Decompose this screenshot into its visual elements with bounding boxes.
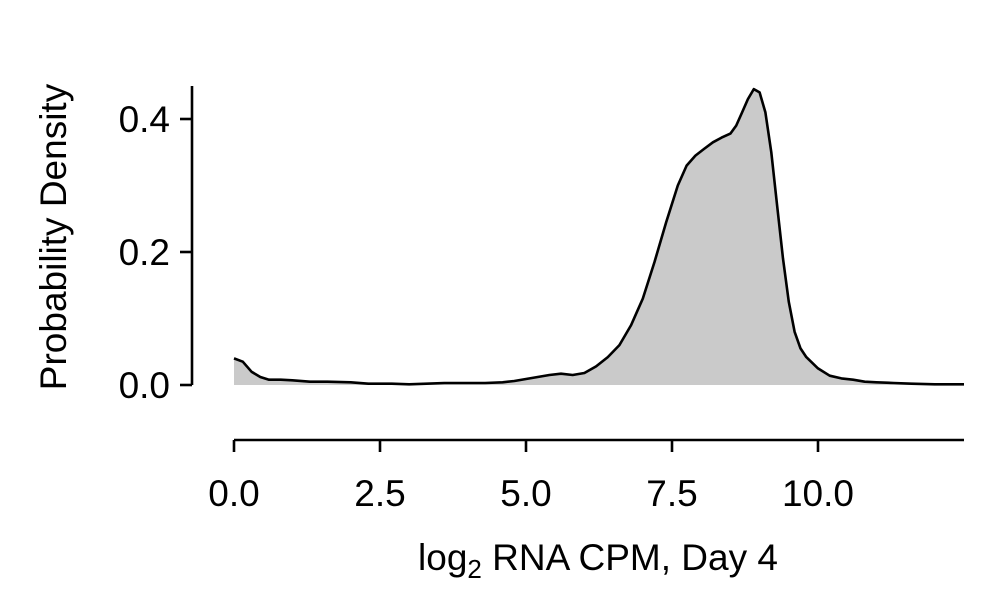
y-tick-label-0: 0.0 [119, 365, 170, 406]
x-axis-title-log: log [418, 537, 467, 578]
density-line [233, 87, 964, 386]
x-tick-label-2: 5.0 [500, 473, 551, 514]
axes: 0.0 0.2 0.4 0.0 2.5 5.0 7.5 10.0 [119, 86, 964, 514]
plot-area [233, 87, 964, 386]
y-tick-label-1: 0.2 [119, 232, 170, 273]
x-tick-label-0: 0.0 [208, 473, 259, 514]
y-axis-title: Probability Density [33, 83, 74, 390]
x-axis-title: log2 RNA CPM, Day 4 [418, 537, 778, 584]
x-tick-label-3: 7.5 [646, 473, 697, 514]
density-fill [234, 89, 964, 385]
x-tick-label-1: 2.5 [354, 473, 405, 514]
x-axis-title-subscript: 2 [467, 554, 481, 584]
x-tick-label-4: 10.0 [782, 473, 854, 514]
y-tick-label-2: 0.4 [119, 99, 170, 140]
x-axis-title-rest: RNA CPM, Day 4 [482, 537, 778, 578]
